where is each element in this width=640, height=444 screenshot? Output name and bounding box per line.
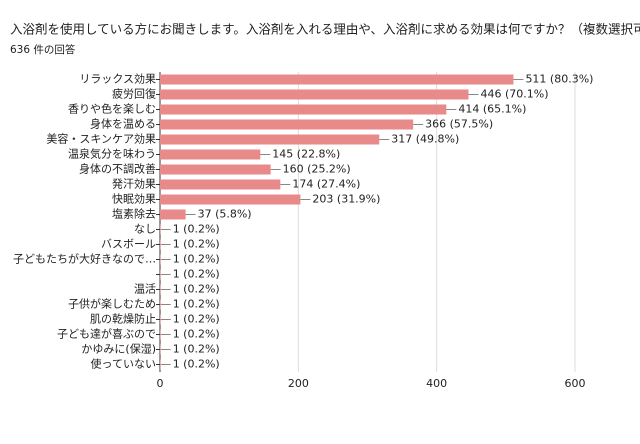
x-tick-label: 200 bbox=[288, 377, 309, 390]
value-label: 1 (0.2%) bbox=[173, 343, 220, 356]
bar bbox=[160, 344, 161, 355]
x-tick-label: 400 bbox=[426, 377, 447, 390]
value-label: 1 (0.2%) bbox=[173, 313, 220, 326]
value-label: 37 (5.8%) bbox=[198, 208, 252, 221]
bar bbox=[160, 74, 514, 85]
y-tick-label: 疲労回復 bbox=[112, 87, 156, 101]
bar bbox=[160, 239, 161, 250]
y-tick-label: 肌の乾燥防止 bbox=[90, 312, 156, 326]
bar bbox=[160, 89, 469, 100]
value-label: 1 (0.2%) bbox=[173, 253, 220, 266]
x-tick-label: 600 bbox=[565, 377, 586, 390]
bar bbox=[160, 119, 414, 130]
y-tick-label: リラックス効果 bbox=[79, 72, 156, 86]
value-label: 414 (65.1%) bbox=[458, 103, 526, 116]
bar bbox=[160, 314, 161, 325]
y-tick-label: 塩素除去 bbox=[112, 207, 156, 221]
bar bbox=[160, 164, 271, 175]
value-label: 1 (0.2%) bbox=[173, 328, 220, 341]
chart-title: 入浴剤を使用している方にお聞きします。入浴剤を入れる理由や、入浴剤に求める効果は… bbox=[10, 22, 640, 37]
y-tick-label: 身体を温める bbox=[90, 117, 156, 131]
value-label: 1 (0.2%) bbox=[173, 283, 220, 296]
value-label: 1 (0.2%) bbox=[173, 298, 220, 311]
y-tick-label: バスボール bbox=[101, 238, 156, 251]
bar bbox=[160, 104, 447, 115]
value-label: 174 (27.4%) bbox=[292, 178, 360, 191]
chart-subtitle: 636 件の回答 bbox=[10, 43, 76, 56]
y-tick-label: 美容・スキンケア効果 bbox=[46, 132, 156, 146]
bar bbox=[160, 254, 161, 265]
bar bbox=[160, 224, 161, 235]
y-tick-label: 温活 bbox=[134, 283, 156, 296]
y-tick-label: 子供が楽しむため bbox=[68, 297, 156, 311]
value-label: 317 (49.8%) bbox=[391, 133, 459, 146]
value-label: 511 (80.3%) bbox=[525, 73, 593, 86]
y-tick-label: 発汗効果 bbox=[112, 177, 156, 191]
y-tick-label: なし bbox=[134, 223, 156, 236]
value-label: 1 (0.2%) bbox=[173, 358, 220, 371]
y-tick-label: 快眠効果 bbox=[112, 192, 156, 206]
value-label: 145 (22.8%) bbox=[272, 148, 340, 161]
value-label: 1 (0.2%) bbox=[173, 223, 220, 236]
y-tick-label: 香りや色を楽しむ bbox=[68, 102, 156, 116]
bar bbox=[160, 149, 261, 160]
bar bbox=[160, 269, 161, 280]
bar bbox=[160, 209, 186, 220]
bar bbox=[160, 299, 161, 310]
bar bbox=[160, 329, 161, 340]
value-label: 446 (70.1%) bbox=[480, 88, 548, 101]
x-tick-label: 0 bbox=[157, 377, 164, 390]
bar bbox=[160, 359, 161, 370]
y-tick-label: かゆみに(保湿) bbox=[81, 342, 156, 356]
y-tick-label: 温泉気分を味わう bbox=[68, 147, 156, 161]
value-label: 366 (57.5%) bbox=[425, 118, 493, 131]
y-tick-label: 子ども達が喜ぶので bbox=[57, 327, 156, 341]
bar bbox=[160, 284, 161, 295]
y-tick-label: 身体の不調改善 bbox=[79, 162, 156, 176]
bar bbox=[160, 194, 301, 205]
value-label: 160 (25.2%) bbox=[283, 163, 351, 176]
value-label: 203 (31.9%) bbox=[312, 193, 380, 206]
bar bbox=[160, 179, 281, 190]
y-tick-label: 子どもたちが大好きなので… bbox=[13, 252, 156, 266]
value-label: 1 (0.2%) bbox=[173, 268, 220, 281]
bar bbox=[160, 134, 380, 145]
y-tick-label: 使っていない bbox=[91, 358, 156, 371]
value-label: 1 (0.2%) bbox=[173, 238, 220, 251]
